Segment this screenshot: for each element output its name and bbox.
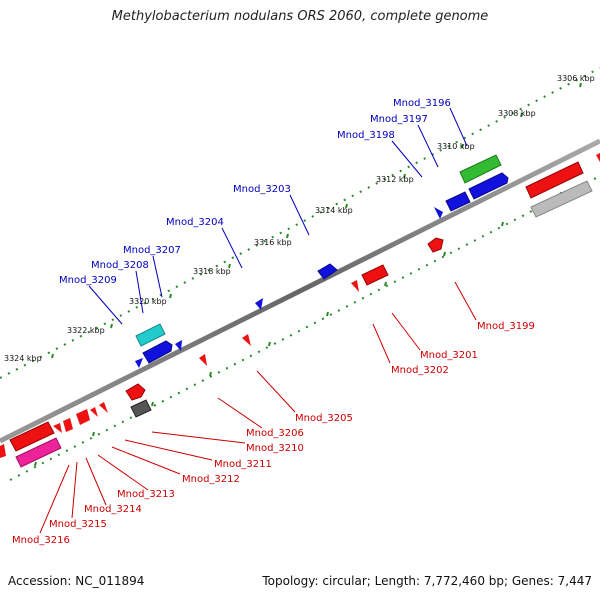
gene-mnod-3211[interactable] <box>99 402 108 413</box>
gene-mnod-3208[interactable] <box>142 340 173 364</box>
gene-mnod-3212[interactable] <box>90 407 98 417</box>
label-mnod-3196: Mnod_3196 <box>393 98 451 109</box>
gene-mnod-3213[interactable] <box>76 409 90 425</box>
gene-mnod-3198[interactable] <box>445 191 471 212</box>
gene-mnod-3208b[interactable] <box>175 340 182 351</box>
label-mnod-3215: Mnod_3215 <box>49 519 107 530</box>
gene-mnod-3197[interactable] <box>468 172 509 200</box>
gene-mnod-3196[interactable] <box>459 154 502 184</box>
label-mnod-3199: Mnod_3199 <box>477 321 535 332</box>
scale-label-3320: 3320 kbp <box>129 297 167 306</box>
genome-backbone <box>0 138 600 444</box>
label-mnod-3197: Mnod_3197 <box>370 114 428 125</box>
gene-mnod-3216[interactable] <box>15 437 62 468</box>
label-mnod-3207: Mnod_3207 <box>123 245 181 256</box>
label-mnod-3202: Mnod_3202 <box>391 365 449 376</box>
scale-label-3316: 3316 kbp <box>254 238 292 247</box>
scale-label-3324: 3324 kbp <box>4 354 42 363</box>
scale-label-3306: 3306 kbp <box>557 74 595 83</box>
label-mnod-3212: Mnod_3212 <box>182 474 240 485</box>
label-mnod-3203: Mnod_3203 <box>233 184 291 195</box>
gene-mnod-3201[interactable] <box>361 264 389 286</box>
gene-mnod-3210[interactable] <box>130 399 152 418</box>
scale-label-3314: 3314 kbp <box>315 206 353 215</box>
forward-genes <box>135 154 509 368</box>
label-mnod-3204: Mnod_3204 <box>166 217 224 228</box>
label-mnod-3198: Mnod_3198 <box>337 130 395 141</box>
label-mnod-3205: Mnod_3205 <box>295 413 353 424</box>
label-mnod-3208: Mnod_3208 <box>91 260 149 271</box>
scale-label-3322: 3322 kbp <box>67 326 105 335</box>
gene-mnod-3210-a[interactable] <box>125 383 146 401</box>
reverse-genes <box>0 153 600 468</box>
label-mnod-3211: Mnod_3211 <box>214 459 272 470</box>
scale-label-3308: 3308 kbp <box>498 109 536 118</box>
genome-stats-label: Topology: circular; Length: 7,772,460 bp… <box>262 574 592 588</box>
label-mnod-3216: Mnod_3216 <box>12 535 70 546</box>
outer-major-ticks <box>51 82 582 359</box>
label-mnod-3210: Mnod_3210 <box>246 443 304 454</box>
bottom-leader-lines <box>39 281 477 534</box>
gene-mnod-3204[interactable] <box>255 298 263 310</box>
scale-label-3310: 3310 kbp <box>437 142 475 151</box>
gene-mnod-3214[interactable] <box>63 418 73 432</box>
map-title: Methylobacterium nodulans ORS 2060, comp… <box>111 9 489 24</box>
gene-mnod-3209[interactable] <box>135 358 143 368</box>
label-mnod-3206: Mnod_3206 <box>246 428 304 439</box>
scale-label-3318: 3318 kbp <box>193 267 231 276</box>
gene-mnod-3216-red[interactable] <box>9 421 55 452</box>
gene-mnod-3203[interactable] <box>317 263 338 280</box>
gene-mnod-3199[interactable] <box>427 237 444 253</box>
gene-lightgray-right[interactable] <box>530 180 593 218</box>
label-mnod-3213: Mnod_3213 <box>117 489 175 500</box>
gene-right-red-partial[interactable] <box>596 153 600 162</box>
label-mnod-3201: Mnod_3201 <box>420 350 478 361</box>
gene-large-red-right[interactable] <box>525 161 584 199</box>
label-mnod-3209: Mnod_3209 <box>59 275 117 286</box>
top-leader-lines <box>88 107 468 325</box>
gene-mnod-3215[interactable] <box>53 423 62 433</box>
gene-mnod-3205[interactable] <box>242 334 251 346</box>
gene-left-red-partial[interactable] <box>0 444 6 458</box>
gene-mnod-3202[interactable] <box>351 280 359 292</box>
accession-label: Accession: NC_011894 <box>8 574 145 588</box>
gene-mnod-3198b[interactable] <box>434 207 443 219</box>
gene-mnod-3206[interactable] <box>199 354 207 366</box>
scale-label-3312: 3312 kbp <box>376 175 414 184</box>
label-mnod-3214: Mnod_3214 <box>84 504 142 515</box>
gene-mnod-3207[interactable] <box>135 323 166 347</box>
inner-major-ticks <box>34 191 562 467</box>
